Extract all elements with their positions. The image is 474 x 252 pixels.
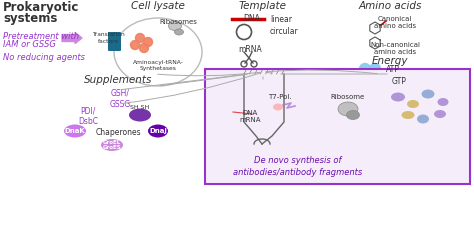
- Ellipse shape: [168, 21, 182, 30]
- Circle shape: [383, 79, 389, 85]
- Text: Pretreatment with: Pretreatment with: [3, 32, 79, 41]
- Text: circular: circular: [270, 27, 299, 37]
- Ellipse shape: [273, 104, 283, 110]
- Ellipse shape: [417, 114, 429, 123]
- Text: GSH/
GSSG: GSH/ GSSG: [109, 89, 131, 109]
- Text: GroEL
GroES: GroEL GroES: [103, 140, 121, 150]
- Circle shape: [378, 79, 384, 85]
- Text: Ribosomes: Ribosomes: [159, 19, 197, 25]
- Text: Canonical
amino acids: Canonical amino acids: [374, 16, 416, 29]
- Text: systems: systems: [3, 12, 57, 25]
- Text: ATP: ATP: [386, 65, 400, 74]
- FancyBboxPatch shape: [205, 69, 470, 184]
- Text: Energy: Energy: [372, 56, 408, 66]
- Text: DNA: DNA: [244, 14, 260, 23]
- Circle shape: [361, 76, 373, 88]
- Ellipse shape: [101, 139, 123, 151]
- Text: T7-Pol.: T7-Pol.: [268, 94, 292, 100]
- Text: Non-canonical
amino acids: Non-canonical amino acids: [370, 42, 420, 55]
- Text: Amino acids: Amino acids: [358, 1, 422, 11]
- Text: No reducing agents: No reducing agents: [3, 53, 85, 62]
- FancyArrow shape: [62, 33, 82, 44]
- Text: DnaK: DnaK: [64, 128, 85, 134]
- FancyBboxPatch shape: [108, 32, 121, 51]
- Circle shape: [139, 44, 148, 52]
- Ellipse shape: [421, 89, 435, 99]
- Ellipse shape: [64, 124, 86, 138]
- Text: Prokaryotic: Prokaryotic: [3, 1, 79, 14]
- Text: DNA: DNA: [242, 110, 258, 116]
- Text: SH SH: SH SH: [130, 105, 150, 110]
- Text: De novo synthesis of
antibodies/antibody fragments: De novo synthesis of antibodies/antibody…: [233, 156, 363, 177]
- Circle shape: [136, 34, 145, 43]
- Circle shape: [144, 38, 153, 47]
- Text: DnaJ: DnaJ: [149, 128, 167, 134]
- Text: Aminoacyl-tRNA-
Synthetases: Aminoacyl-tRNA- Synthetases: [133, 60, 183, 71]
- Circle shape: [370, 64, 381, 75]
- Text: mRNA: mRNA: [239, 117, 261, 123]
- Text: Supplements: Supplements: [84, 75, 152, 85]
- Text: Cell lysate: Cell lysate: [131, 1, 185, 11]
- Ellipse shape: [148, 124, 168, 138]
- Text: GTP: GTP: [392, 78, 407, 86]
- Ellipse shape: [174, 29, 183, 35]
- Text: linear: linear: [270, 15, 292, 23]
- Ellipse shape: [338, 102, 358, 116]
- Ellipse shape: [401, 111, 414, 119]
- Circle shape: [373, 79, 379, 85]
- Ellipse shape: [129, 109, 151, 121]
- Text: Chaperones: Chaperones: [95, 128, 141, 137]
- Text: mRNA: mRNA: [238, 45, 262, 54]
- Ellipse shape: [346, 110, 359, 119]
- Text: PDI/
DsbC: PDI/ DsbC: [78, 106, 98, 126]
- Circle shape: [359, 64, 371, 75]
- Ellipse shape: [434, 110, 446, 118]
- Ellipse shape: [438, 98, 448, 106]
- Circle shape: [130, 41, 139, 49]
- Ellipse shape: [407, 100, 419, 108]
- Text: Template: Template: [239, 1, 287, 11]
- Text: Ribosome: Ribosome: [331, 94, 365, 100]
- Text: IAM or GSSG: IAM or GSSG: [3, 40, 56, 49]
- Text: Translation
factors: Translation factors: [91, 33, 124, 44]
- Ellipse shape: [391, 92, 405, 102]
